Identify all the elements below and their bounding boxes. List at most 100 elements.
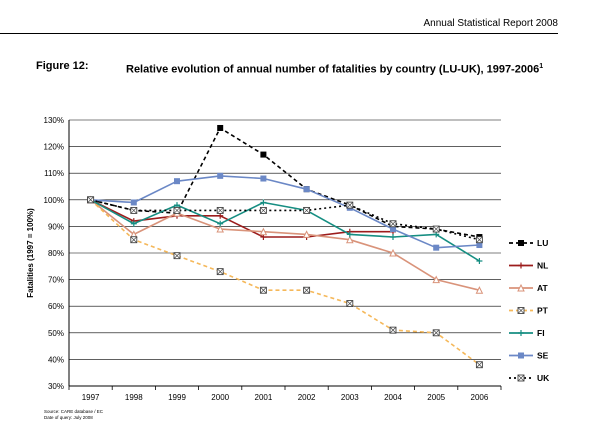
marker-shape [259,227,268,236]
data-point-fi [217,220,224,227]
marker-shape [87,196,94,204]
marker-shape [346,300,354,307]
data-point-at [475,286,484,294]
y-tick-label: 100% [44,196,64,205]
data-point-fi [130,220,137,227]
x-tick-label: 2000 [211,393,229,402]
marker-shape [260,286,267,294]
legend-label-fi: FI [537,328,545,338]
data-point-at [432,275,441,284]
source-line: Source: CARE database / EC [44,409,104,414]
y-tick-label: 70% [48,276,64,285]
marker-shape [216,207,224,214]
marker-shape [346,201,354,209]
y-tick-label: 130% [44,116,64,125]
series-line-pt [90,199,480,366]
data-point-fi [476,257,483,264]
data-point-lu [260,151,267,158]
data-point-at [302,230,311,238]
marker-shape [345,235,354,244]
marker-shape [518,240,524,246]
data-point-pt [216,268,224,276]
data-point-se [174,178,180,185]
data-point-fi [346,231,353,238]
data-point-uk [475,236,483,244]
marker-shape [174,178,180,185]
marker-shape [216,224,225,233]
marker-shape [476,242,483,249]
data-point-se [303,186,310,193]
x-tick-label: 2002 [298,393,316,402]
legend-marker-fi [518,330,524,336]
data-point-pt [346,300,354,307]
marker-shape [432,329,440,337]
marker-shape [518,262,524,269]
marker-shape [517,374,525,382]
marker-shape [346,231,353,238]
marker-shape [518,330,524,336]
legend-marker-nl [518,262,524,269]
x-tick-label: 1997 [82,393,100,402]
legend-label-lu: LU [537,238,548,248]
marker-shape [217,220,224,227]
legend-marker-at [517,283,525,292]
legend-label-pt: PT [537,306,549,316]
legend-marker-uk [517,374,525,382]
marker-shape [517,307,525,314]
series-line-at [90,199,480,291]
y-tick-label: 90% [48,222,64,231]
marker-shape [216,268,224,275]
y-tick-label: 60% [48,302,64,311]
marker-shape [389,248,397,257]
x-tick-label: 2005 [427,393,445,402]
data-point-se [130,199,137,206]
legend-marker-lu [518,240,524,246]
y-tick-label: 80% [48,249,64,258]
y-tick-label: 110% [44,169,64,178]
marker-shape [433,244,440,251]
marker-shape [260,207,267,214]
data-point-fi [260,199,267,206]
data-point-uk [173,206,181,214]
data-point-uk [87,196,95,204]
legend-marker-se [518,352,524,359]
marker-shape [390,226,396,233]
data-point-se [433,244,440,251]
marker-shape [476,257,483,264]
figure-title: Relative evolution of annual number of f… [126,60,556,77]
legend-label-se: SE [537,351,549,361]
marker-shape [389,220,397,227]
marker-shape [130,220,137,227]
y-tick-label: 40% [48,355,64,364]
data-point-pt [389,326,397,334]
x-tick-label: 1999 [168,393,186,402]
marker-shape [173,207,181,214]
data-point-pt [259,286,267,294]
data-point-se [390,226,396,233]
y-tick-label: 50% [48,329,64,338]
data-point-pt [303,286,311,294]
legend-label-uk: UK [537,373,550,383]
marker-shape [303,286,310,294]
data-point-uk [389,220,397,228]
report-header: Annual Statistical Report 2008 [423,18,558,29]
marker-shape [389,326,397,334]
data-point-at [259,227,268,236]
y-tick-label: 30% [48,382,64,391]
figure-title-text: Relative evolution of annual number of f… [126,63,540,76]
data-point-se [217,172,224,179]
data-point-uk [259,206,267,214]
marker-shape [302,230,311,238]
data-point-se [260,175,267,182]
legend-label-nl: NL [537,261,548,271]
series-line-se [90,175,480,249]
y-tick-label: 120% [44,143,64,152]
data-point-at [345,235,354,244]
data-point-pt [173,252,181,260]
marker-shape [260,175,267,182]
marker-shape [390,234,396,241]
x-tick-label: 2006 [471,393,489,402]
series-line-fi [90,199,480,262]
data-point-uk [432,225,440,233]
